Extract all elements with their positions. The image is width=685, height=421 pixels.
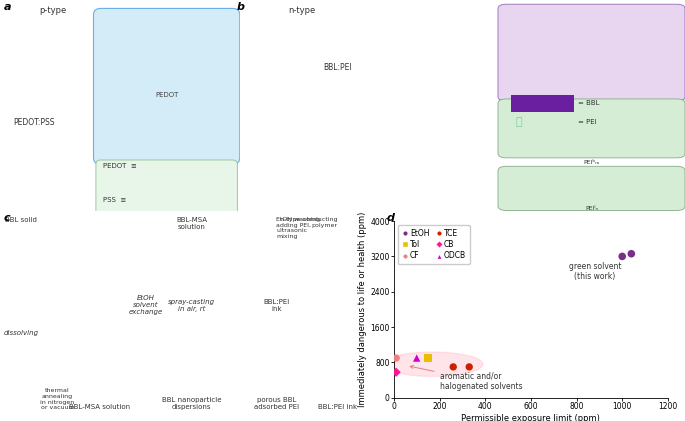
- Text: PEDOT: PEDOT: [155, 92, 178, 98]
- Point: [448, 363, 459, 370]
- Text: BBL:PEI: BBL:PEI: [323, 63, 352, 72]
- FancyBboxPatch shape: [498, 4, 685, 101]
- Text: PEIᴵₙ: PEIᴵₙ: [585, 206, 598, 211]
- Text: EtOH
solvent
exchange: EtOH solvent exchange: [129, 295, 163, 315]
- Text: a: a: [3, 2, 11, 12]
- Text: BBL-MSA solution: BBL-MSA solution: [69, 405, 130, 410]
- Text: p-type: p-type: [39, 6, 66, 15]
- Text: BBL nanoparticle
dispersions: BBL nanoparticle dispersions: [162, 397, 221, 410]
- Text: PEIᵇᵣₐ: PEIᵇᵣₐ: [584, 160, 599, 165]
- FancyBboxPatch shape: [96, 160, 237, 215]
- FancyBboxPatch shape: [511, 95, 573, 112]
- Ellipse shape: [382, 352, 483, 376]
- Legend: EtOH, Tol, CF, TCE, CB, ODCB: EtOH, Tol, CF, TCE, CB, ODCB: [398, 225, 470, 264]
- Text: dissolving: dissolving: [3, 330, 38, 336]
- Point: [390, 369, 401, 376]
- Text: PEDOT  ≡: PEDOT ≡: [103, 163, 137, 169]
- Y-axis label: Immediately dangerous to life or health (ppm): Immediately dangerous to life or health …: [358, 212, 367, 407]
- Point: [464, 363, 475, 370]
- Text: PEDOT:PSS: PEDOT:PSS: [13, 117, 54, 127]
- Text: = PEI: = PEI: [578, 119, 597, 125]
- Text: b: b: [236, 2, 245, 12]
- Point: [411, 354, 422, 361]
- Text: spray-casting
in air, rt: spray-casting in air, rt: [169, 298, 215, 312]
- Text: n-type conducting
polymer: n-type conducting polymer: [280, 217, 338, 228]
- Text: BBL solid: BBL solid: [5, 217, 37, 223]
- Text: PSS  ≡: PSS ≡: [103, 197, 126, 203]
- FancyBboxPatch shape: [498, 166, 685, 210]
- Text: BBL:PEI
ink: BBL:PEI ink: [263, 299, 289, 312]
- Text: 〜: 〜: [516, 117, 523, 127]
- Text: BBL:PEI ink: BBL:PEI ink: [318, 405, 357, 410]
- Point: [423, 354, 434, 361]
- Text: porous BBL
adsorbed PEI: porous BBL adsorbed PEI: [253, 397, 299, 410]
- Text: aromatic and/or
halogenated solvents: aromatic and/or halogenated solvents: [410, 365, 522, 391]
- Text: green solvent
(this work): green solvent (this work): [569, 256, 625, 281]
- Point: [390, 354, 401, 361]
- Point: [626, 250, 637, 257]
- X-axis label: Permissible exposure limit (ppm): Permissible exposure limit (ppm): [462, 414, 600, 421]
- Point: [616, 253, 627, 260]
- Text: BBL-MSA
solution: BBL-MSA solution: [176, 217, 208, 230]
- Text: thermal
annealing
in nitrogen
or vacuum: thermal annealing in nitrogen or vacuum: [40, 388, 75, 410]
- Text: c: c: [3, 213, 10, 223]
- FancyBboxPatch shape: [498, 99, 685, 158]
- Text: EtOH washing
adding PEI,
ultrasonic
mixing: EtOH washing adding PEI, ultrasonic mixi…: [276, 217, 321, 239]
- Text: = BBL: = BBL: [578, 100, 599, 106]
- Text: n-type: n-type: [288, 6, 316, 15]
- FancyBboxPatch shape: [93, 8, 240, 164]
- Text: d: d: [387, 213, 395, 223]
